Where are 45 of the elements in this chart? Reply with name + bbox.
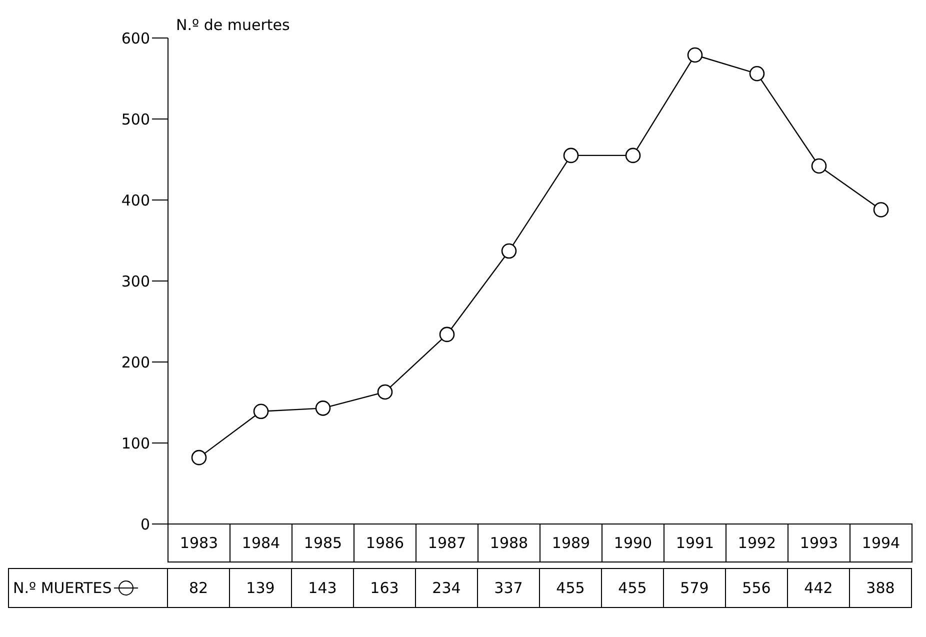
point — [625, 148, 641, 164]
point — [439, 326, 455, 342]
data-label: 455 — [602, 568, 664, 608]
point — [687, 47, 703, 63]
y-tick-label: 200 — [121, 353, 150, 372]
x-tick-label: 1983 — [180, 534, 218, 552]
data-label: 442 — [788, 568, 850, 608]
x-tick-label: 1990 — [614, 534, 652, 552]
x-tick-label: 1986 — [366, 534, 404, 552]
point — [315, 400, 331, 416]
data-label: 163 — [354, 568, 416, 608]
point — [563, 148, 579, 164]
point — [501, 243, 517, 259]
y-tick-label: 0 — [140, 515, 150, 534]
point — [253, 404, 269, 420]
data-label: 143 — [292, 568, 354, 608]
x-tick-label: 1985 — [304, 534, 342, 552]
y-axis-title: N.º de muertes — [176, 16, 290, 34]
data-label: 337 — [478, 568, 540, 608]
data-label: 234 — [416, 568, 478, 608]
point — [749, 66, 765, 82]
y-tick-label: 600 — [121, 29, 150, 48]
data-label: 388 — [850, 568, 912, 608]
x-tick-label: 1991 — [676, 534, 714, 552]
legend-label: N.º MUERTES — [13, 579, 112, 597]
x-tick-label: 1989 — [552, 534, 590, 552]
point — [191, 450, 207, 466]
x-tick-label: 1987 — [428, 534, 466, 552]
point — [377, 384, 393, 400]
data-label: 556 — [726, 568, 788, 608]
data-label: 579 — [664, 568, 726, 608]
x-tick-label: 1988 — [490, 534, 528, 552]
y-tick-label: 500 — [121, 110, 150, 128]
data-label: 455 — [540, 568, 602, 608]
data-label: 82 — [168, 568, 230, 608]
data-label: 139 — [230, 568, 292, 608]
y-tick-label: 300 — [121, 272, 150, 290]
x-tick-label: 1992 — [738, 534, 776, 552]
y-tick-label: 400 — [121, 191, 150, 210]
x-tick-label: 1994 — [862, 534, 900, 552]
y-tick-label: 100 — [121, 434, 150, 452]
point — [873, 202, 889, 218]
x-tick-label: 1993 — [800, 534, 838, 552]
point — [811, 158, 827, 174]
x-tick-label: 1984 — [242, 534, 280, 552]
